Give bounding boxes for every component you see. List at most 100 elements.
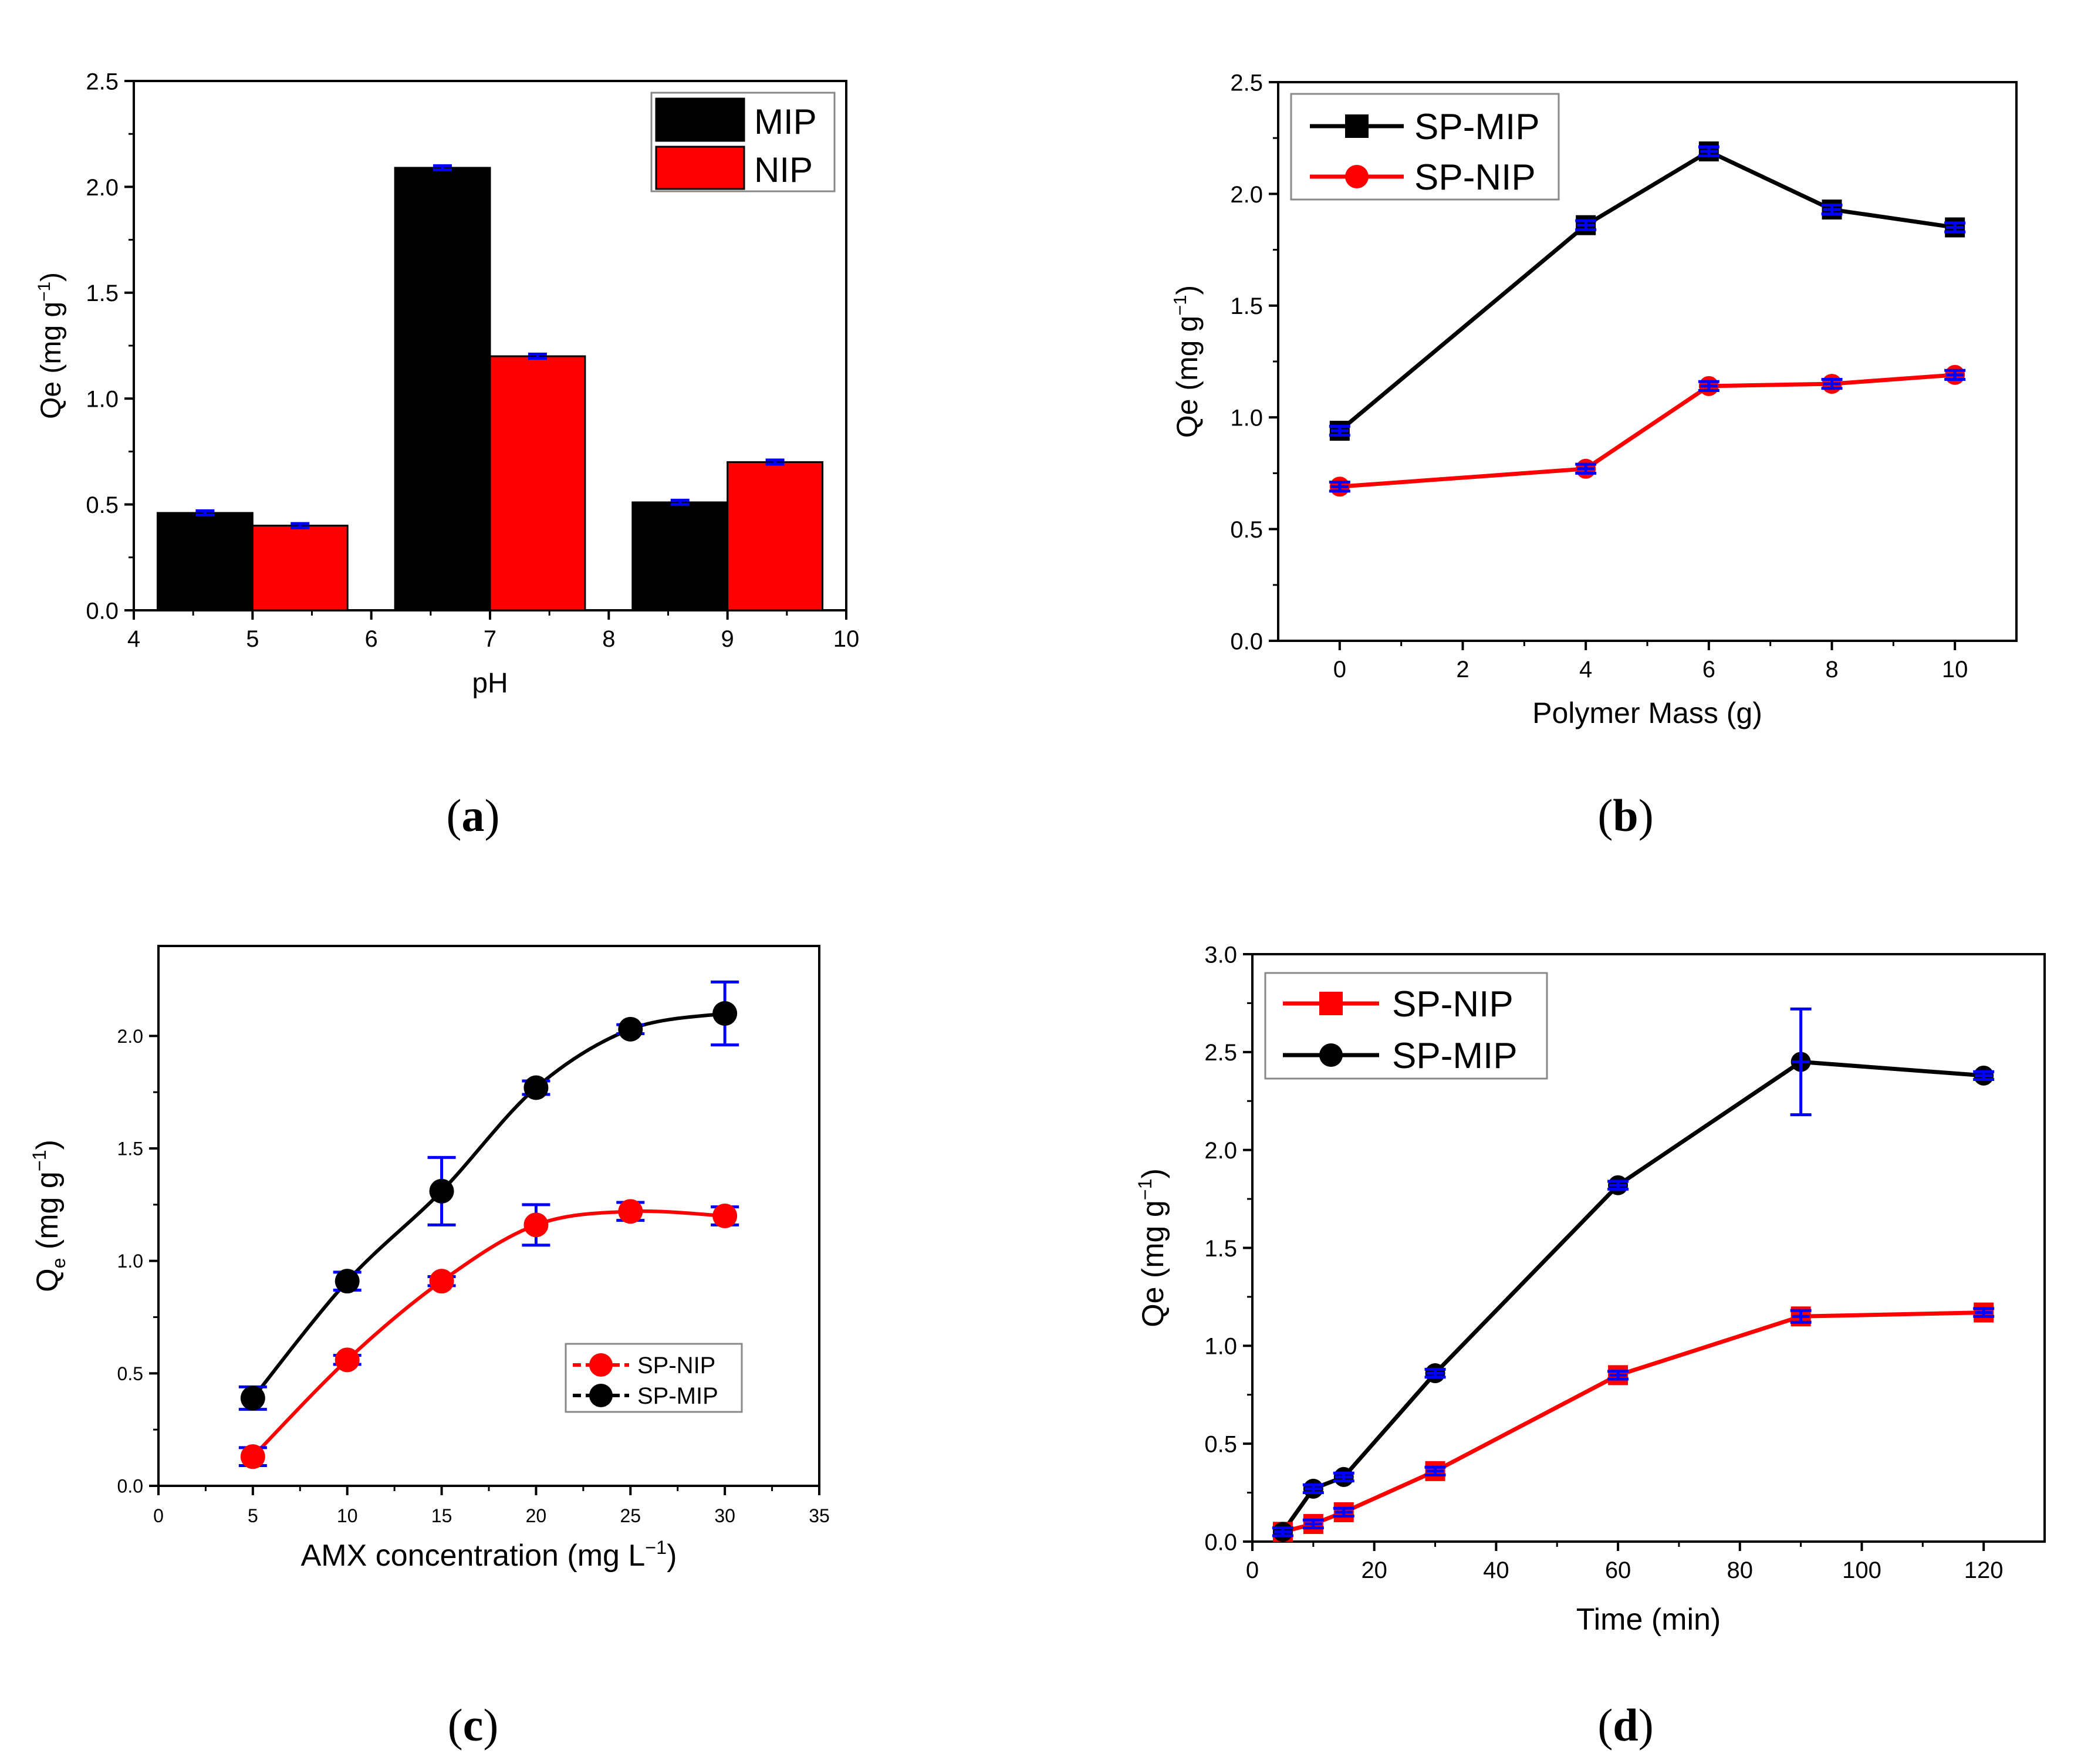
x-tick-label: 100 xyxy=(1842,1557,1881,1583)
y-tick-label: 1.5 xyxy=(86,281,119,306)
bar-mip xyxy=(631,501,729,611)
x-tick-label: 120 xyxy=(1964,1557,2004,1583)
x-tick-label: 8 xyxy=(602,626,615,652)
series-line xyxy=(1281,1059,1984,1533)
x-tick-label: 30 xyxy=(714,1505,735,1526)
data-point xyxy=(240,1385,265,1411)
x-axis-label: AMX concentration (mg L−1) xyxy=(301,1537,677,1573)
chart-d: 0 20 40 60 80 100 120 0.0 0.5 1.0 1.5 2.0 2.5 3.0 Time… xyxy=(1134,942,2046,1637)
x-axis-label: Polymer Mass (g) xyxy=(1532,697,1762,729)
data-point xyxy=(429,1269,454,1294)
y-tick-label: 1.0 xyxy=(1204,1334,1237,1360)
bar-nip xyxy=(489,355,586,611)
y-tick-label: 2.0 xyxy=(1204,1138,1237,1164)
x-tick-label: 60 xyxy=(1605,1557,1631,1583)
legend: SP-NIP SP-MIP xyxy=(565,1343,743,1413)
caption-b: (b) xyxy=(1597,790,1654,841)
x-tick-label: 9 xyxy=(721,626,734,652)
legend-marker xyxy=(589,1384,613,1407)
fit-curve xyxy=(251,1012,725,1400)
y-tick-label: 1.5 xyxy=(1204,1236,1237,1262)
legend-frame xyxy=(1264,972,1548,1080)
legend-marker xyxy=(1345,165,1369,188)
y-axis-label: Qe (mg g−1) xyxy=(1134,1168,1170,1327)
legend-marker xyxy=(589,1353,613,1377)
y-tick-label: 2.0 xyxy=(117,1026,143,1047)
data-point xyxy=(523,1212,549,1238)
data-point xyxy=(429,1178,454,1204)
x-tick-label: 6 xyxy=(1702,657,1715,682)
y-tick-label: 0.5 xyxy=(86,492,119,518)
data-point xyxy=(335,1269,360,1294)
data-point xyxy=(618,1199,643,1224)
caption-a: (a) xyxy=(446,790,500,841)
legend-label: SP-NIP xyxy=(637,1353,715,1378)
y-tick-label: 2.5 xyxy=(86,69,119,94)
y-tick-label: 1.5 xyxy=(117,1138,143,1160)
y-tick-label: 1.0 xyxy=(117,1251,143,1272)
chart-b: 0 2 4 6 8 10 0.0 0.5 1.0 1.5 2.0 2.5 Polymer Mass (g… xyxy=(1170,70,2018,729)
y-axis-label: Qe (mg g−1) xyxy=(1170,285,1204,438)
x-tick-label: 4 xyxy=(127,626,140,652)
caption-c: (c) xyxy=(447,1699,499,1751)
data-point xyxy=(240,1444,265,1469)
bar-mip xyxy=(156,512,254,611)
series-line xyxy=(1339,373,1955,489)
bar-nip xyxy=(727,461,824,611)
y-tick-label: 2.0 xyxy=(86,175,119,201)
bar-nip xyxy=(251,525,349,611)
y-tick-label: 0.5 xyxy=(117,1363,143,1384)
legend-marker xyxy=(1319,1043,1343,1067)
legend-label: SP-MIP xyxy=(1392,1036,1518,1076)
y-tick-label: 1.0 xyxy=(86,387,119,413)
x-tick-label: 10 xyxy=(337,1505,358,1526)
legend-swatch xyxy=(655,146,745,190)
data-point xyxy=(712,1001,738,1026)
data-point xyxy=(712,1204,738,1228)
x-tick-label: 10 xyxy=(833,626,860,652)
legend: SP-NIP SP-MIP xyxy=(1264,972,1548,1080)
data-point xyxy=(618,1016,643,1042)
legend-marker xyxy=(1345,114,1369,138)
legend-label: NIP xyxy=(754,150,813,190)
x-tick-label: 10 xyxy=(1942,657,1968,682)
x-tick-label: 15 xyxy=(431,1505,452,1526)
legend-label: MIP xyxy=(754,102,817,141)
series-line xyxy=(1282,1310,1984,1534)
y-axis-label: Qe (mg g−1) xyxy=(35,272,67,419)
legend-frame xyxy=(1290,93,1560,201)
x-tick-label: 35 xyxy=(809,1505,830,1526)
y-tick-label: 0.5 xyxy=(1230,517,1263,543)
x-axis-label: pH xyxy=(472,668,508,699)
x-tick-label: 7 xyxy=(484,626,496,652)
y-tick-label: 2.0 xyxy=(1230,182,1263,208)
caption-d: (d) xyxy=(1597,1699,1654,1751)
x-tick-label: 0 xyxy=(153,1505,164,1526)
x-tick-label: 5 xyxy=(248,1505,258,1526)
bar-mip xyxy=(394,167,491,611)
y-tick-label: 1.0 xyxy=(1230,405,1263,431)
x-tick-label: 0 xyxy=(1333,657,1346,682)
x-tick-label: 4 xyxy=(1579,657,1592,682)
y-axis-label: Qe (mg g−1) xyxy=(29,1140,69,1292)
y-tick-label: 0.5 xyxy=(1204,1432,1237,1458)
x-tick-label: 2 xyxy=(1456,657,1469,682)
y-tick-label: 0.0 xyxy=(1204,1529,1237,1555)
y-tick-label: 2.5 xyxy=(1230,70,1263,96)
y-tick-label: 0.0 xyxy=(1230,628,1263,654)
y-tick-label: 0.0 xyxy=(117,1476,143,1497)
legend: SP-MIP SP-NIP xyxy=(1290,93,1560,201)
y-tick-label: 1.5 xyxy=(1230,293,1263,319)
y-tick-label: 2.5 xyxy=(1204,1040,1237,1066)
x-tick-label: 0 xyxy=(1246,1557,1259,1583)
x-axis-label: Time (min) xyxy=(1576,1603,1721,1637)
legend-label: SP-NIP xyxy=(1392,984,1514,1025)
y-tick-label: 0.0 xyxy=(86,598,119,624)
chart-a: 4 5 6 7 8 9 10 0.0 0.5 1.0 1.5 2.0 2.5 pH Qe (mg g−1) M… xyxy=(35,69,859,699)
fit-curve xyxy=(251,1209,725,1458)
y-tick-label: 3.0 xyxy=(1204,942,1237,968)
x-tick-label: 40 xyxy=(1483,1557,1509,1583)
x-tick-label: 20 xyxy=(526,1505,547,1526)
x-tick-label: 80 xyxy=(1727,1557,1754,1583)
